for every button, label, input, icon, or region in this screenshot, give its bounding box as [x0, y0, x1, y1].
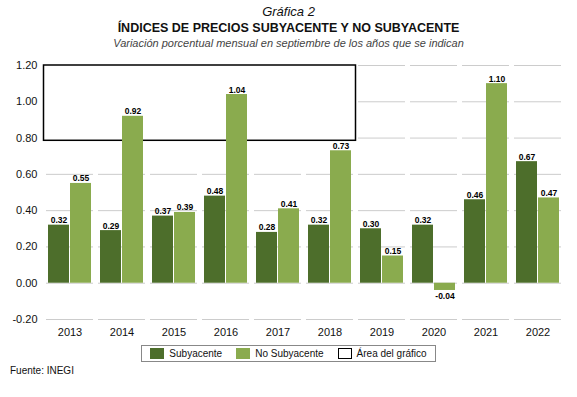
svg-text:0.60: 0.60 — [16, 168, 37, 180]
svg-text:2022: 2022 — [526, 326, 550, 338]
svg-text:0.67: 0.67 — [519, 152, 536, 162]
svg-text:0.37: 0.37 — [155, 206, 172, 216]
svg-text:0.32: 0.32 — [311, 215, 328, 225]
svg-text:0.41: 0.41 — [281, 199, 298, 209]
svg-text:1.00: 1.00 — [16, 95, 37, 107]
svg-text:0.29: 0.29 — [103, 221, 120, 231]
svg-text:2020: 2020 — [422, 326, 446, 338]
svg-text:1.04: 1.04 — [229, 85, 246, 95]
svg-text:0.46: 0.46 — [467, 190, 484, 200]
html-text:Variación porcentual mensual e: Variación porcentual mensual en septiemb… — [113, 37, 464, 49]
svg-text:-0.20: -0.20 — [12, 313, 37, 325]
svg-text:0.55: 0.55 — [73, 173, 90, 183]
svg-text:0.73: 0.73 — [333, 141, 350, 151]
svg-text:-0.04: -0.04 — [435, 291, 455, 301]
svg-text:2016: 2016 — [214, 326, 238, 338]
svg-text:2021: 2021 — [474, 326, 498, 338]
svg-text:0.32: 0.32 — [51, 215, 68, 225]
svg-text:1.10: 1.10 — [489, 74, 506, 84]
svg-text:0.28: 0.28 — [259, 222, 276, 232]
svg-text:2014: 2014 — [110, 326, 134, 338]
svg-text:0.30: 0.30 — [363, 219, 380, 229]
svg-text:0.39: 0.39 — [177, 202, 194, 212]
svg-text:0.47: 0.47 — [541, 188, 558, 198]
svg-text:0.15: 0.15 — [385, 246, 402, 256]
html-text:Área del gráfico: Área del gráfico — [356, 348, 427, 359]
svg-text:0.20: 0.20 — [16, 240, 37, 252]
html-text:ÍNDICES DE PRECIOS SUBYACENTE: ÍNDICES DE PRECIOS SUBYACENTE Y NO SUBYA… — [117, 21, 460, 35]
svg-text:0.00: 0.00 — [16, 277, 37, 289]
svg-text:0.32: 0.32 — [415, 215, 432, 225]
svg-text:2019: 2019 — [370, 326, 394, 338]
html-text:Gráfica 2: Gráfica 2 — [262, 4, 315, 19]
svg-text:1.20: 1.20 — [16, 59, 37, 71]
svg-text:0.48: 0.48 — [207, 186, 224, 196]
svg-text:0.92: 0.92 — [125, 106, 142, 116]
html-text:Subyacente: Subyacente — [169, 348, 223, 359]
svg-text:0.80: 0.80 — [16, 132, 37, 144]
html-text:No Subyacente: No Subyacente — [255, 348, 324, 359]
svg-text:2017: 2017 — [266, 326, 290, 338]
html-text:Fuente: INEGI: Fuente: INEGI — [10, 365, 74, 376]
svg-text:2013: 2013 — [58, 326, 82, 338]
svg-text:2015: 2015 — [162, 326, 186, 338]
svg-text:0.40: 0.40 — [16, 204, 37, 216]
svg-text:2018: 2018 — [318, 326, 342, 338]
